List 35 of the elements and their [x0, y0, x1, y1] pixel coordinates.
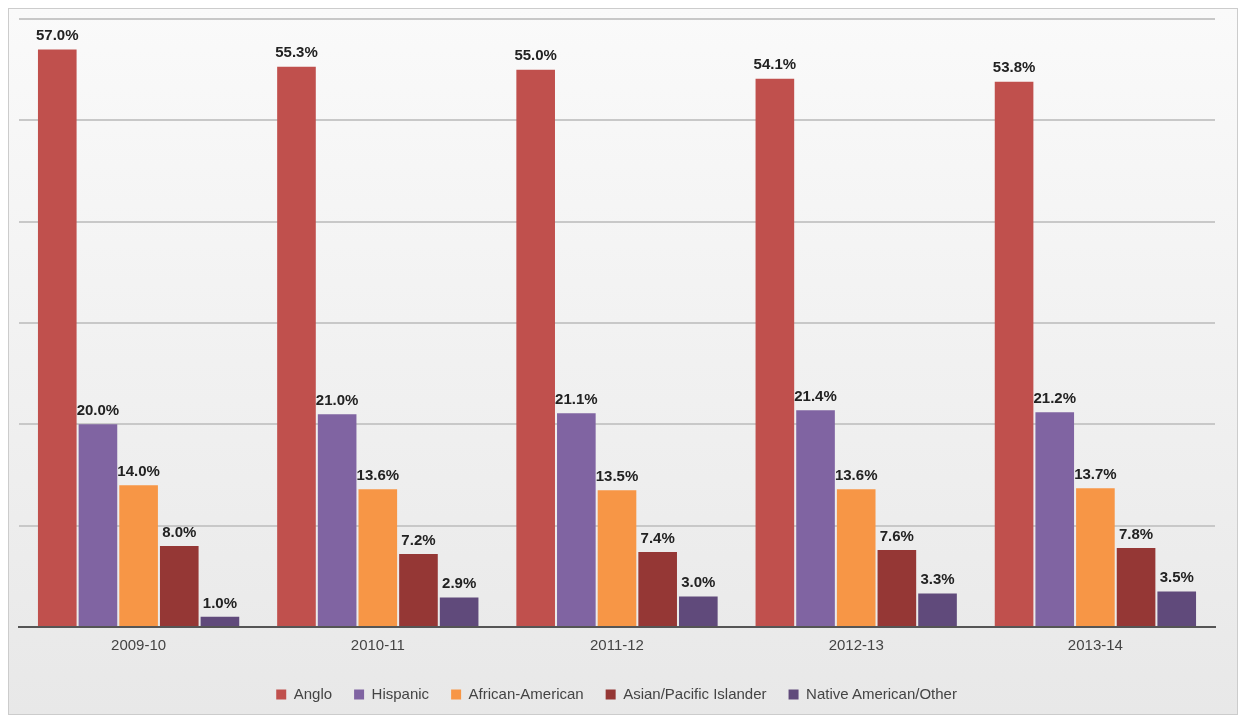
data-label: 2.9% [442, 574, 477, 592]
data-label: 57.0% [36, 26, 79, 44]
x-tick-label: 2012-13 [828, 636, 884, 654]
data-label: 8.0% [162, 522, 197, 540]
data-label: 7.8% [1118, 524, 1154, 542]
data-label: 14.0% [117, 461, 160, 479]
data-label: 54.1% [753, 55, 797, 73]
data-label: 7.4% [640, 528, 675, 546]
data-label: 7.2% [401, 530, 436, 548]
data-label: 13.6% [356, 465, 400, 483]
x-tick-label: 2010-11 [350, 636, 405, 654]
x-tick-label: 2013-14 [1067, 636, 1123, 654]
data-label: 21.0% [315, 390, 359, 408]
legend-label: Anglo [293, 684, 333, 702]
data-label: 21.1% [555, 389, 598, 407]
legend-label: Native American/Other [806, 684, 957, 702]
data-label: 20.0% [76, 400, 120, 418]
data-label: 53.8% [992, 58, 1036, 76]
data-label: 1.0% [202, 593, 238, 611]
data-label: 13.6% [834, 465, 878, 483]
data-label: 3.3% [920, 570, 955, 588]
legend-label: Hispanic [371, 684, 430, 702]
data-label: 55.0% [514, 46, 557, 64]
data-label: 21.2% [1033, 388, 1077, 406]
data-label: 55.3% [275, 43, 318, 61]
data-label: 13.5% [595, 466, 639, 484]
data-label: 13.7% [1074, 464, 1117, 482]
x-tick-label: 2011-12 [590, 636, 644, 654]
legend-label: African-American [468, 684, 584, 702]
legend-label: Asian/Pacific Islander [623, 684, 767, 702]
x-tick-label: 2009-10 [111, 636, 167, 654]
data-label: 21.4% [794, 386, 837, 404]
data-label: 3.0% [681, 573, 716, 591]
data-label: 3.5% [1159, 568, 1194, 586]
data-label: 7.6% [879, 526, 914, 544]
